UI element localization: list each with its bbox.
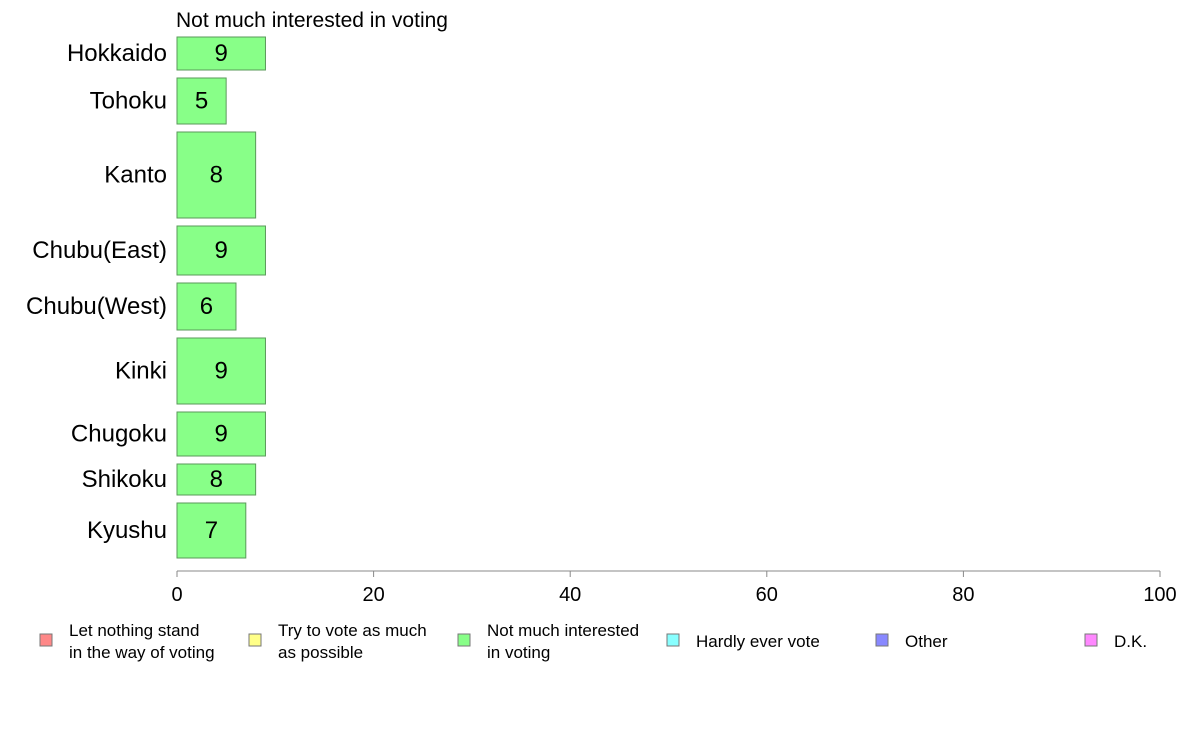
legend-swatch (457, 633, 471, 647)
bar-chubu-east- (176, 225, 266, 276)
category-label: Kanto (104, 162, 167, 189)
chart-title: Not much interested in voting (176, 9, 448, 32)
data-label: 9 (215, 421, 228, 448)
bar-kyushu (176, 502, 247, 559)
x-tick-label: 60 (756, 584, 778, 606)
data-label: 9 (215, 237, 228, 264)
x-tick-label: 80 (952, 584, 974, 606)
x-axis: 0 20 40 60 80 100 (171, 570, 1177, 606)
legend-label: Other (905, 632, 948, 651)
bar-tohoku (176, 77, 227, 125)
data-label: 9 (215, 358, 228, 385)
legend-label: Try to vote as much as possible (278, 621, 427, 662)
legend-label: Hardly ever vote (696, 632, 820, 651)
legend-swatch (666, 633, 680, 647)
legend-label: D.K. (1114, 632, 1147, 651)
bar-chubu-west- (176, 282, 237, 331)
x-tick-label: 20 (362, 584, 384, 606)
x-tick-label: 40 (559, 584, 581, 606)
bar-chugoku (176, 411, 266, 457)
category-label: Shikoku (82, 466, 167, 493)
category-label: Kinki (115, 358, 167, 385)
legend-swatch (1084, 633, 1098, 647)
bar-hokkaido (176, 36, 266, 71)
legend-swatch (248, 633, 262, 647)
category-label: Chugoku (71, 421, 167, 448)
category-label: Hokkaido (67, 40, 167, 67)
data-label: 5 (195, 88, 208, 115)
bars-group: Hokkaido 9 Tohoku 5 Kanto 8 Chubu(East) 9 Chubu(… (26, 36, 266, 559)
x-tick-label: 0 (171, 584, 182, 606)
legend-label: Let nothing stand in the way of voting (69, 621, 215, 662)
bar-kinki (176, 337, 266, 405)
data-label: 8 (210, 466, 223, 493)
data-label: 7 (205, 517, 218, 544)
legend-swatch (875, 633, 889, 647)
category-label: Chubu(West) (26, 293, 167, 320)
category-label: Kyushu (87, 517, 167, 544)
data-label: 9 (215, 40, 228, 67)
legend: Let nothing stand in the way of voting Try… (39, 621, 1147, 662)
data-label: 6 (200, 293, 213, 320)
data-label: 8 (210, 162, 223, 189)
bar-shikoku (176, 463, 257, 496)
x-tick-label: 100 (1143, 584, 1176, 606)
category-label: Tohoku (90, 88, 167, 115)
legend-swatch (39, 633, 53, 647)
category-label: Chubu(East) (32, 237, 167, 264)
legend-label: Not much interested in voting (487, 621, 639, 662)
bar-kanto (176, 131, 257, 219)
